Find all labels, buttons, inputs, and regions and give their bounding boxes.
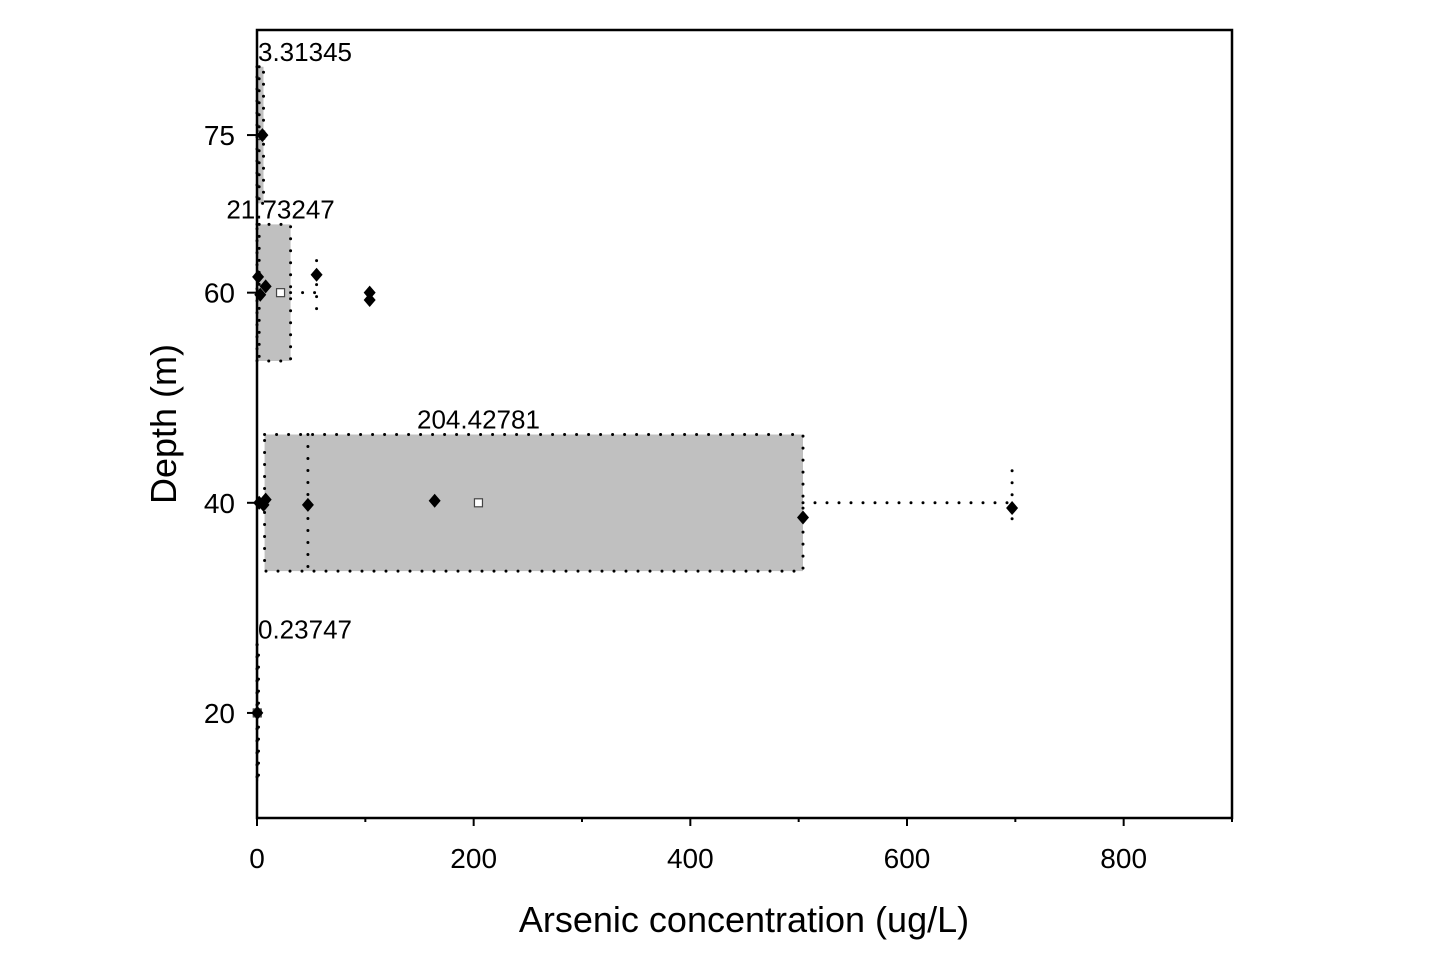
x-tick-label: 400 (667, 843, 714, 874)
x-tick-label: 800 (1100, 843, 1147, 874)
box-group-depth-40: 204.42781 (253, 405, 1019, 573)
mean-marker (275, 288, 286, 298)
y-tick-label: 40 (204, 488, 235, 519)
box-group-depth-60: 21.73247 (226, 194, 376, 363)
x-axis: 0 200 400 600 800 (249, 818, 1233, 874)
data-point (797, 510, 809, 525)
y-tick-label: 75 (204, 120, 235, 151)
mean-label: 0.23747 (258, 615, 352, 645)
data-point (310, 267, 323, 282)
boxes-layer: 3.31345 21.73247 204.42781 0.23747 (226, 37, 1019, 783)
data-point (257, 497, 270, 512)
x-tick-label: 600 (884, 843, 931, 874)
data-point (428, 493, 441, 508)
x-axis-label: Arsenic concentration (ug/L) (519, 899, 969, 940)
data-point (363, 293, 376, 308)
data-point (256, 128, 269, 143)
box-group-depth-75: 3.31345 (255, 37, 352, 205)
y-axis: 20 40 60 75 (204, 120, 257, 729)
data-point (1006, 501, 1019, 516)
x-tick-label: 200 (450, 843, 497, 874)
x-tick-label: 0 (249, 843, 265, 874)
box (263, 433, 805, 573)
box-group-depth-20: 0.23747 (251, 615, 352, 783)
mean-label: 21.73247 (226, 194, 334, 224)
data-point (259, 279, 272, 294)
y-tick-label: 20 (204, 698, 235, 729)
data-point (301, 497, 314, 512)
mean-label: 3.31345 (258, 37, 352, 67)
plot-frame (255, 28, 1234, 820)
mean-label: 204.42781 (417, 405, 540, 435)
mean-marker (473, 498, 484, 508)
y-axis-label: Depth (m) (143, 344, 184, 504)
y-tick-label: 60 (204, 278, 235, 309)
data-point (363, 285, 376, 300)
